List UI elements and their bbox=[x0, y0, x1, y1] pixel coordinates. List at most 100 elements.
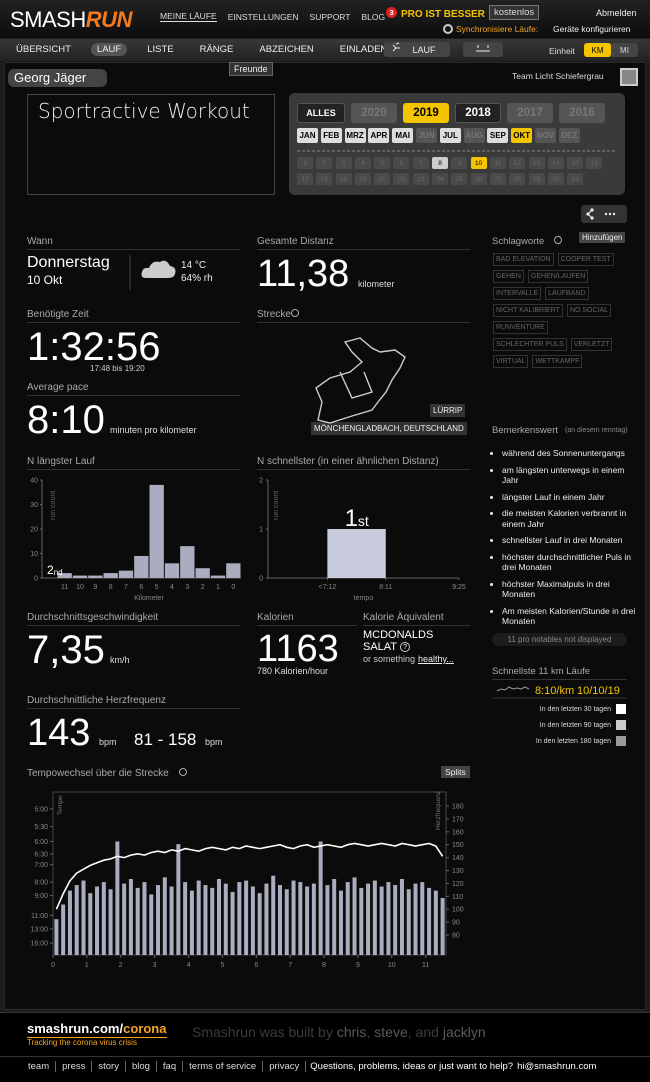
day-button: 15 bbox=[567, 157, 584, 169]
months: JAN FEB MRZ APR MAI JUN JUL AUG SEP OKT NOV DEZ bbox=[297, 128, 580, 143]
month-button[interactable]: OKT bbox=[511, 128, 533, 143]
food-line: SALAT? bbox=[363, 641, 411, 653]
year-button[interactable]: 2017 bbox=[507, 103, 553, 123]
more-notables[interactable]: 11 pro notables not displayed bbox=[492, 633, 627, 646]
pro-button[interactable]: kostenlos bbox=[489, 5, 540, 20]
month-button[interactable]: FEB bbox=[320, 128, 342, 143]
legend-item: In den letzten 90 tagen bbox=[540, 720, 626, 730]
team[interactable]: Team Licht Schiefergrau bbox=[512, 71, 604, 81]
route-place: LÜRRIP bbox=[430, 404, 466, 417]
builder[interactable]: steve bbox=[374, 1024, 408, 1040]
tabs: ÜBERSICHT LAUF LISTE RÄNGE ABZEICHEN EINLADEN bbox=[10, 43, 401, 56]
month-button[interactable]: JUL bbox=[439, 128, 461, 143]
footer-link[interactable]: story bbox=[92, 1061, 126, 1072]
unit-option[interactable]: MI bbox=[620, 45, 629, 55]
section-label: Gesamte Distanz bbox=[257, 236, 470, 250]
logo-text: RUN bbox=[85, 7, 133, 32]
year-button[interactable]: 2020 bbox=[351, 103, 397, 123]
day-button: 28 bbox=[509, 173, 526, 185]
logout[interactable]: Abmelden bbox=[596, 8, 637, 18]
day-button[interactable]: 10 bbox=[470, 157, 487, 169]
tag[interactable]: VERLETZT bbox=[570, 338, 613, 351]
month-button[interactable]: DEZ bbox=[558, 128, 580, 143]
nav-item[interactable]: SUPPORT bbox=[309, 11, 351, 22]
nav-item[interactable]: EINSTELLUNGEN bbox=[227, 11, 299, 22]
nav-item[interactable]: MEINE LÄUFE bbox=[160, 11, 217, 22]
footer-link[interactable]: press bbox=[56, 1061, 93, 1072]
footer-site[interactable]: smashrun.com/corona bbox=[27, 1021, 166, 1036]
icon-button[interactable] bbox=[463, 42, 503, 57]
day-button: 17 bbox=[297, 173, 313, 185]
pro-text[interactable]: PRO IST BESSER bbox=[401, 9, 485, 20]
year-button[interactable]: 2016 bbox=[559, 103, 605, 123]
month-button[interactable]: AUG bbox=[463, 128, 485, 143]
tag[interactable]: INTERVALLE bbox=[493, 287, 542, 300]
tag[interactable]: COOPER TEST bbox=[557, 253, 614, 266]
user-name[interactable]: Georg Jäger bbox=[8, 69, 107, 87]
day-button: 5 bbox=[374, 157, 391, 169]
day-button: 22 bbox=[393, 173, 410, 185]
nav-item[interactable]: BLOG bbox=[361, 11, 386, 22]
workout-title[interactable]: Sportractive Workout bbox=[27, 94, 275, 195]
month-button[interactable]: APR bbox=[368, 128, 390, 143]
day-button: 4 bbox=[354, 157, 371, 169]
activity-button[interactable]: LAUF bbox=[384, 42, 450, 57]
legend-item: In den letzten 30 tagen bbox=[540, 704, 626, 714]
tab[interactable]: LAUF bbox=[90, 43, 128, 56]
footer-link[interactable]: privacy bbox=[263, 1061, 307, 1072]
section-label: Schlagworte bbox=[492, 236, 545, 247]
section-label: Schnellste 11 km Läufe bbox=[492, 666, 627, 680]
tab[interactable]: LISTE bbox=[147, 44, 174, 55]
month-button[interactable]: MAI bbox=[392, 128, 414, 143]
tag[interactable]: RUNVENTURE bbox=[493, 321, 548, 334]
month-button[interactable]: JUN bbox=[415, 128, 437, 143]
tag[interactable]: LAUFBAND bbox=[545, 287, 589, 300]
tag[interactable]: NO SOCIAL bbox=[566, 304, 612, 317]
month-button[interactable]: MRZ bbox=[344, 128, 366, 143]
sync-label: Synchronisiere Läufe: bbox=[456, 24, 539, 34]
tag[interactable]: GEHEN bbox=[493, 270, 524, 283]
tab[interactable]: ÜBERSICHT bbox=[16, 44, 71, 55]
month-button[interactable]: JAN bbox=[297, 128, 318, 143]
tab[interactable]: EINLADEN bbox=[339, 44, 388, 55]
tag[interactable]: VIRTUAL bbox=[493, 355, 529, 368]
builder[interactable]: jacklyn bbox=[442, 1024, 486, 1040]
splits-button[interactable]: Splits bbox=[441, 766, 470, 778]
tag[interactable]: SCHLECHTER PULS bbox=[493, 338, 567, 351]
team-badge bbox=[620, 68, 638, 86]
footer-link[interactable]: team bbox=[22, 1061, 57, 1072]
footer-link[interactable]: blog bbox=[126, 1061, 157, 1072]
legend-swatch bbox=[616, 720, 626, 730]
tag[interactable]: WETTKAMPF bbox=[532, 355, 583, 368]
month-button[interactable]: SEP bbox=[487, 128, 509, 143]
alt-link[interactable]: healthy... bbox=[418, 654, 454, 664]
tag[interactable]: GEHEN/LAUFEN bbox=[527, 270, 589, 283]
share-button[interactable] bbox=[581, 205, 627, 223]
tab[interactable]: RÄNGE bbox=[199, 44, 234, 55]
footer-link[interactable]: faq bbox=[157, 1061, 184, 1072]
day-button: 12 bbox=[509, 157, 526, 169]
logo[interactable]: SMASHRUN bbox=[10, 7, 132, 33]
year-button[interactable]: 2019 bbox=[403, 103, 449, 123]
notable: die meisten Kalorien verbrannt in einem … bbox=[502, 508, 642, 529]
calories-value: 1163 bbox=[257, 628, 339, 670]
footer-link[interactable]: terms of service bbox=[183, 1061, 264, 1072]
tag[interactable]: NICHT KALIBRIERT bbox=[493, 304, 563, 317]
tag[interactable]: BAD ELEVATION bbox=[493, 253, 554, 266]
unit-option[interactable]: KM bbox=[584, 43, 611, 57]
year-button[interactable]: ALLES bbox=[297, 103, 345, 123]
legend-item: In den letzten 180 tagen bbox=[536, 736, 626, 746]
add-tag-button[interactable]: Hinzufügen bbox=[579, 232, 626, 243]
site-text: smashrun.com/ bbox=[27, 1021, 124, 1036]
help-icon[interactable]: ? bbox=[400, 642, 411, 652]
year-button[interactable]: 2018 bbox=[455, 103, 501, 123]
day-button: 1 bbox=[297, 157, 313, 169]
month-button[interactable]: NOV bbox=[534, 128, 556, 143]
builder[interactable]: chris bbox=[336, 1024, 367, 1040]
site-accent: corona bbox=[123, 1021, 167, 1036]
sync-link[interactable]: Geräte konfigurieren bbox=[553, 24, 631, 34]
footer-email[interactable]: hi@smashrun.com bbox=[517, 1061, 597, 1072]
tab[interactable]: ABZEICHEN bbox=[259, 44, 314, 55]
calories-per-hour: 780 Kalorien/hour bbox=[257, 666, 329, 676]
day-button[interactable]: 8 bbox=[432, 157, 449, 169]
